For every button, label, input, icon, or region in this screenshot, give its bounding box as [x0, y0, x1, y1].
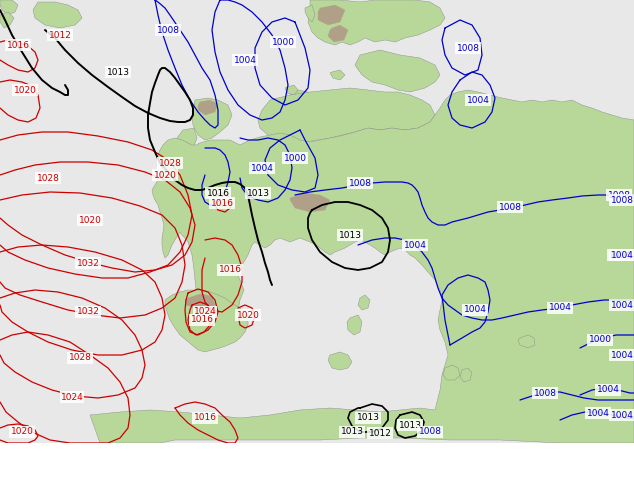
Text: 1020: 1020 — [153, 171, 176, 179]
Text: 1012: 1012 — [368, 428, 391, 438]
Polygon shape — [290, 90, 312, 108]
Text: 1024: 1024 — [193, 308, 216, 317]
Text: 1000: 1000 — [588, 336, 612, 344]
Polygon shape — [197, 168, 208, 178]
Polygon shape — [308, 0, 445, 45]
Text: 1028: 1028 — [68, 353, 91, 363]
Polygon shape — [0, 12, 14, 28]
Text: 1020: 1020 — [79, 216, 101, 224]
Text: 1013: 1013 — [107, 68, 129, 76]
Text: 1024: 1024 — [61, 392, 84, 401]
Polygon shape — [443, 365, 460, 380]
Text: 1004: 1004 — [463, 305, 486, 315]
Polygon shape — [258, 88, 435, 142]
Polygon shape — [305, 5, 315, 22]
Text: 1013: 1013 — [356, 414, 380, 422]
Text: 1032: 1032 — [77, 308, 100, 317]
Text: 1020: 1020 — [236, 311, 259, 319]
Text: 1020: 1020 — [11, 427, 34, 437]
Text: 1004: 1004 — [586, 409, 609, 417]
Text: 1016: 1016 — [190, 316, 214, 324]
Text: ©weatheronline.co.uk: ©weatheronline.co.uk — [506, 473, 631, 483]
Text: 1008: 1008 — [349, 178, 372, 188]
Text: 1004: 1004 — [404, 241, 427, 249]
Polygon shape — [165, 290, 248, 352]
Text: 1032: 1032 — [77, 259, 100, 268]
Text: 1016: 1016 — [193, 414, 216, 422]
Polygon shape — [0, 0, 18, 15]
Polygon shape — [355, 50, 440, 92]
Text: 1013: 1013 — [339, 230, 361, 240]
Polygon shape — [177, 128, 197, 152]
Text: We 03-07-2024 12:00 UTC (00+252): We 03-07-2024 12:00 UTC (00+252) — [403, 451, 631, 465]
Text: 1004: 1004 — [611, 250, 633, 260]
Text: 1020: 1020 — [13, 85, 36, 95]
Text: 1004: 1004 — [467, 96, 489, 104]
Text: 1004: 1004 — [609, 250, 631, 260]
Text: 1008: 1008 — [456, 44, 479, 52]
Polygon shape — [285, 85, 298, 95]
Polygon shape — [198, 100, 218, 115]
Text: 1008: 1008 — [418, 427, 441, 437]
Text: 1013: 1013 — [399, 420, 422, 430]
Polygon shape — [192, 98, 232, 140]
Polygon shape — [165, 27, 175, 35]
Text: 1028: 1028 — [37, 173, 60, 182]
Text: 1004: 1004 — [611, 350, 633, 360]
Text: 1004: 1004 — [233, 55, 256, 65]
Polygon shape — [90, 90, 634, 443]
Polygon shape — [185, 294, 215, 310]
Text: 1008: 1008 — [157, 25, 179, 34]
Text: 1016: 1016 — [210, 198, 233, 207]
Text: 1004: 1004 — [548, 303, 571, 313]
Text: 1004: 1004 — [597, 386, 619, 394]
Polygon shape — [202, 140, 232, 175]
Text: 1008: 1008 — [498, 202, 522, 212]
Text: Surface pressure [hPa] EC (AIFS): Surface pressure [hPa] EC (AIFS) — [3, 451, 231, 465]
Text: 1008: 1008 — [607, 191, 630, 199]
Text: 1004: 1004 — [250, 164, 273, 172]
Text: 1008: 1008 — [533, 389, 557, 397]
Text: 1000: 1000 — [283, 153, 306, 163]
Text: 1013: 1013 — [247, 189, 269, 197]
Text: 1016: 1016 — [207, 189, 230, 197]
Polygon shape — [33, 2, 82, 28]
Polygon shape — [518, 335, 535, 348]
Polygon shape — [328, 352, 352, 370]
Polygon shape — [328, 25, 348, 42]
Polygon shape — [318, 5, 345, 25]
Polygon shape — [347, 315, 362, 335]
Text: 1004: 1004 — [611, 411, 633, 419]
Text: 1016: 1016 — [6, 41, 30, 49]
Text: 1004: 1004 — [611, 300, 633, 310]
Text: 1012: 1012 — [49, 30, 72, 40]
Text: 1000: 1000 — [271, 38, 295, 47]
Polygon shape — [330, 70, 345, 80]
Text: 1028: 1028 — [158, 158, 181, 168]
Polygon shape — [460, 368, 472, 382]
Polygon shape — [358, 295, 370, 310]
Text: 1016: 1016 — [219, 266, 242, 274]
Text: 1013: 1013 — [340, 427, 363, 437]
Text: 1008: 1008 — [611, 196, 633, 204]
Polygon shape — [290, 193, 330, 212]
